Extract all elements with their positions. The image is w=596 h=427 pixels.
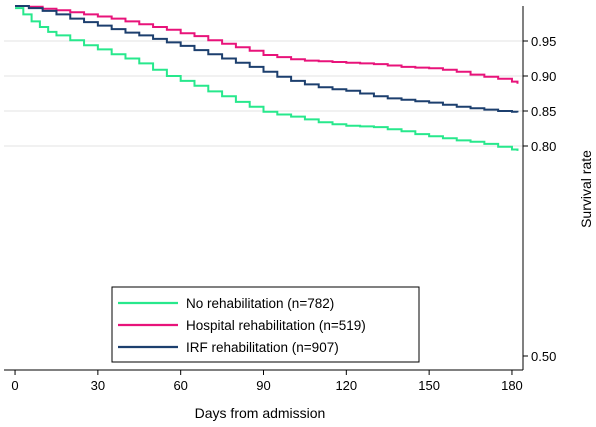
y-tick-label: 0.95	[531, 34, 556, 49]
x-tick-label: 0	[11, 378, 18, 393]
legend-label-no-rehab: No rehabilitation (n=782)	[186, 296, 334, 311]
x-tick-label: 120	[335, 378, 357, 393]
x-tick-label: 180	[501, 378, 523, 393]
series-line-irf-rehab	[15, 5, 519, 113]
y-tick-label: 0.50	[531, 349, 556, 364]
series-line-hospital-rehab	[15, 5, 519, 84]
series-lines	[15, 5, 519, 151]
x-ticks: 0 30 60 90 120 150 180	[11, 370, 523, 393]
legend-label-irf-rehab: IRF rehabilitation (n=907)	[186, 340, 339, 355]
x-tick-label: 150	[418, 378, 440, 393]
legend-label-hospital-rehab: Hospital rehabilitation (n=519)	[186, 318, 366, 333]
series-line-no-rehab	[15, 7, 519, 151]
y-axis-label: Survival rate	[578, 150, 594, 228]
x-tick-label: 90	[256, 378, 270, 393]
y-tick-label: 0.85	[531, 104, 556, 119]
y-ticks: 0.95 0.90 0.85 0.80 0.50	[523, 34, 556, 364]
x-tick-label: 60	[173, 378, 187, 393]
x-axis-label: Days from admission	[195, 405, 326, 421]
y-tick-label: 0.80	[531, 139, 556, 154]
x-tick-label: 30	[91, 378, 105, 393]
legend: No rehabilitation (n=782) Hospital rehab…	[111, 286, 420, 363]
y-tick-label: 0.90	[531, 69, 556, 84]
